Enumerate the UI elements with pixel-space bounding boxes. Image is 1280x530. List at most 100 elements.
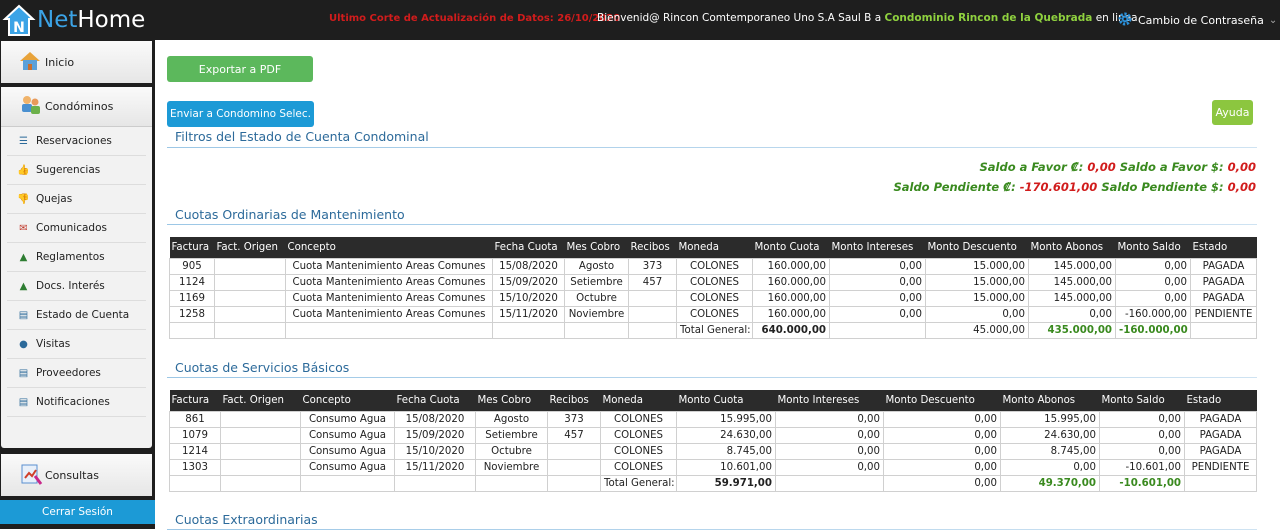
- change-password-menu[interactable]: Cambio de Contraseña ⌄: [1117, 11, 1277, 30]
- column-header[interactable]: Fact. Origen: [220, 390, 301, 411]
- sidebar-item-notificaciones[interactable]: ▤ Notificaciones: [7, 388, 146, 417]
- last-update-text: Ultimo Corte de Actualización de Datos: …: [329, 13, 621, 24]
- help-button[interactable]: Ayuda: [1212, 100, 1253, 125]
- sidebar-item-condominos[interactable]: Condóminos: [1, 87, 152, 127]
- sidebar-item-label: Quejas: [36, 193, 73, 205]
- column-header[interactable]: Mes Cobro: [475, 390, 548, 411]
- table-cell: 15/11/2020: [394, 458, 476, 476]
- sidebar-item-proveedores[interactable]: ▤ Proveedores: [7, 359, 146, 388]
- table-row[interactable]: 1079 Consumo Agua 15/09/2020 Setiembre 457 CO…: [169, 426, 1257, 444]
- table-cell: [564, 321, 629, 339]
- sidebar-label-condominos: Condóminos: [45, 100, 114, 113]
- total-label: Total General:: [676, 321, 753, 339]
- column-header[interactable]: Recibos: [547, 390, 601, 411]
- table-cell: 160.000,00: [752, 273, 830, 291]
- column-header[interactable]: Factura: [169, 237, 215, 258]
- sidebar-item-docs-inter-s[interactable]: ▲ Docs. Interés: [7, 272, 146, 301]
- table-cell: [214, 289, 286, 307]
- column-header[interactable]: Monto Cuota: [676, 390, 776, 411]
- sidebar-item-comunicados[interactable]: ✉ Comunicados: [7, 214, 146, 243]
- table-cell: 15/09/2020: [492, 273, 565, 291]
- table-row[interactable]: 1303 Consumo Agua 15/11/2020 Noviembre COLON…: [169, 458, 1257, 476]
- table-cell: 145.000,00: [1028, 257, 1116, 275]
- column-header[interactable]: Monto Intereses: [829, 237, 926, 258]
- sidebar-item-visitas[interactable]: ● Visitas: [7, 330, 146, 359]
- table-row[interactable]: 861 Consumo Agua 15/08/2020 Agosto 373 COLONE…: [169, 410, 1257, 428]
- table-cell: 0,00: [829, 305, 926, 323]
- column-header[interactable]: Moneda: [676, 237, 753, 258]
- table-cell: [214, 321, 286, 339]
- column-header[interactable]: Fact. Origen: [214, 237, 286, 258]
- column-header[interactable]: Recibos: [628, 237, 677, 258]
- column-header[interactable]: Factura: [169, 390, 221, 411]
- table-cell: [220, 410, 301, 428]
- table-cell: [628, 321, 677, 339]
- table-cell: 1124: [169, 273, 215, 291]
- list-icon: ☰: [19, 135, 28, 147]
- column-header[interactable]: Fecha Cuota: [394, 390, 476, 411]
- divider: [167, 224, 1257, 225]
- ordinarias-table: Factura Fact. Origen Concepto Fecha Cuota Me…: [169, 237, 1257, 339]
- sidebar-item-sugerencias[interactable]: 👍 Sugerencias: [7, 156, 146, 185]
- table-cell: 373: [547, 410, 601, 428]
- column-header[interactable]: Concepto: [285, 237, 493, 258]
- table-cell: 1258: [169, 305, 215, 323]
- column-header[interactable]: Monto Saldo: [1115, 237, 1191, 258]
- total-cuota: 59.971,00: [676, 474, 776, 492]
- basicos-table: Factura Fact. Origen Concepto Fecha Cuota Me…: [169, 390, 1257, 492]
- table-cell: Consumo Agua: [300, 426, 395, 444]
- column-header[interactable]: Monto Cuota: [752, 237, 830, 258]
- table-cell: 0,00: [1099, 442, 1185, 460]
- export-pdf-button[interactable]: Exportar a PDF: [167, 56, 313, 82]
- table-cell: 0,00: [775, 426, 884, 444]
- table-row[interactable]: 1214 Consumo Agua 15/10/2020 Octubre COLONES…: [169, 442, 1257, 460]
- sidebar-group-condominos: Condóminos ☰ Reservaciones 👍 Sugerencias 👎 Qu…: [1, 87, 152, 448]
- table-cell: Agosto: [564, 257, 629, 275]
- table-row[interactable]: 1124 Cuota Mantenimiento Areas Comunes 15/…: [169, 273, 1257, 291]
- sidebar-item-estado-de-cuenta[interactable]: ▤ Estado de Cuenta: [7, 301, 146, 330]
- table-cell: Cuota Mantenimiento Areas Comunes: [285, 273, 493, 291]
- table-cell: [547, 458, 601, 476]
- sidebar-item-label: Notificaciones: [36, 396, 110, 408]
- table-cell: 8.745,00: [1000, 442, 1100, 460]
- column-header[interactable]: Fecha Cuota: [492, 237, 565, 258]
- sidebar-item-consultas[interactable]: Consultas: [1, 454, 152, 496]
- main-content: Exportar a PDF Enviar a Condomino Selec.…: [155, 40, 1280, 530]
- sidebar-item-reglamentos[interactable]: ▲ Reglamentos: [7, 243, 146, 272]
- table-cell: 160.000,00: [752, 305, 830, 323]
- table-row[interactable]: 1258 Cuota Mantenimiento Areas Comunes 15/…: [169, 305, 1257, 323]
- table-cell: [829, 321, 926, 339]
- table-cell: 0,00: [883, 442, 1001, 460]
- sidebar-item-quejas[interactable]: 👎 Quejas: [7, 185, 146, 214]
- column-header[interactable]: Monto Abonos: [1028, 237, 1116, 258]
- column-header[interactable]: Monto Descuento: [883, 390, 1001, 411]
- table-cell: 8.745,00: [676, 442, 776, 460]
- send-to-condo-button[interactable]: Enviar a Condomino Selec.: [167, 101, 314, 127]
- sidebar-item-reservaciones[interactable]: ☰ Reservaciones: [7, 127, 146, 156]
- table-cell: [285, 321, 493, 339]
- column-header[interactable]: Monto Saldo: [1099, 390, 1185, 411]
- column-header[interactable]: Estado: [1190, 237, 1257, 258]
- column-header[interactable]: Concepto: [300, 390, 395, 411]
- logout-button[interactable]: Cerrar Sesión: [0, 500, 155, 524]
- column-header[interactable]: Monto Abonos: [1000, 390, 1100, 411]
- column-header[interactable]: Moneda: [600, 390, 677, 411]
- table-cell: [547, 474, 601, 492]
- bell-icon: ▲: [19, 251, 28, 263]
- column-header[interactable]: Monto Descuento: [925, 237, 1029, 258]
- app-logo[interactable]: N NetHome: [2, 2, 145, 38]
- column-header[interactable]: Estado: [1184, 390, 1257, 411]
- table-cell: 0,00: [829, 257, 926, 275]
- column-header[interactable]: Mes Cobro: [564, 237, 629, 258]
- table-cell: [300, 474, 395, 492]
- table-cell: Octubre: [564, 289, 629, 307]
- table-cell: Consumo Agua: [300, 442, 395, 460]
- sidebar-item-label: Estado de Cuenta: [36, 309, 130, 321]
- column-header[interactable]: Monto Intereses: [775, 390, 884, 411]
- table-cell: PENDIENTE: [1184, 458, 1257, 476]
- table-row[interactable]: 1169 Cuota Mantenimiento Areas Comunes 15/…: [169, 289, 1257, 307]
- total-label: Total General:: [600, 474, 677, 492]
- sidebar-item-inicio[interactable]: Inicio: [1, 41, 152, 83]
- table-cell: COLONES: [676, 257, 753, 275]
- table-row[interactable]: 905 Cuota Mantenimiento Areas Comunes 15/0…: [169, 257, 1257, 275]
